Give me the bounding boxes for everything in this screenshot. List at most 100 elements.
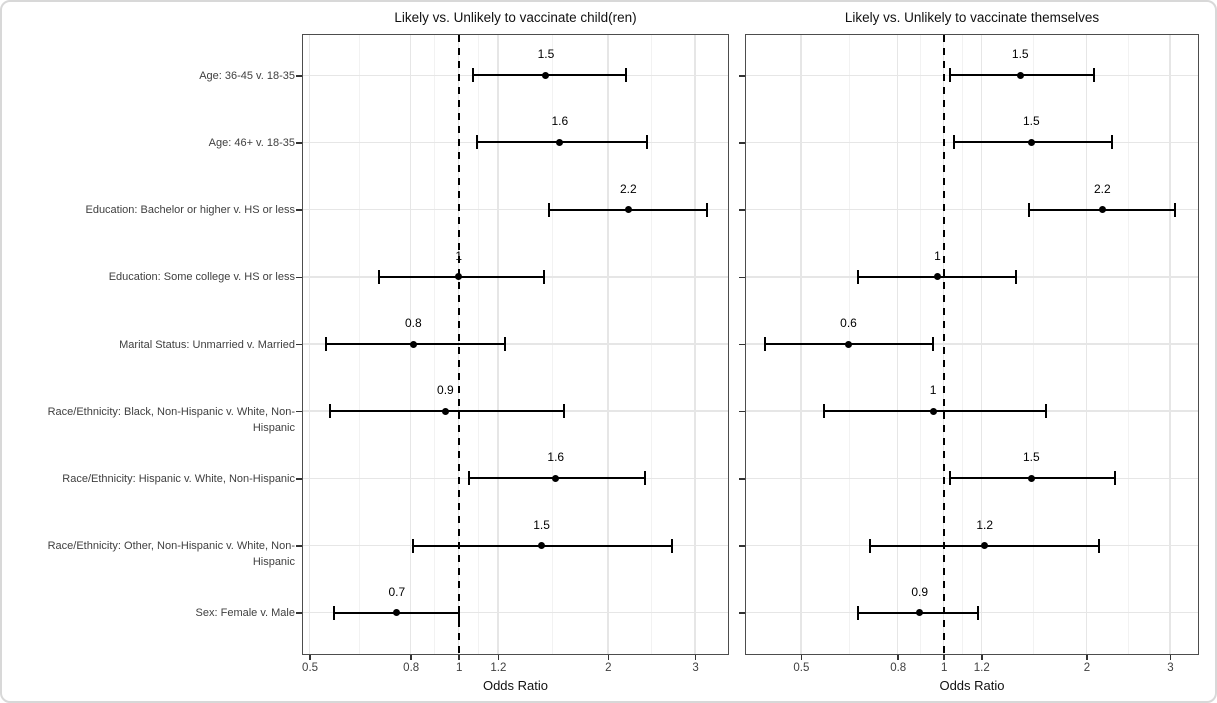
y-tick-mark xyxy=(296,142,302,144)
y-tick-mark xyxy=(296,410,302,413)
point-estimate xyxy=(393,609,401,617)
error-bar-cap-low xyxy=(823,404,826,419)
error-bar-cap-low xyxy=(952,135,955,150)
error-bar-cap-low xyxy=(869,538,872,553)
or-value-label: 1.5 xyxy=(533,517,550,532)
x-tick-mark xyxy=(1169,655,1172,660)
or-value-label: 1.5 xyxy=(1011,47,1029,62)
point-estimate xyxy=(552,474,560,482)
x-tick-mark xyxy=(1086,655,1088,660)
or-value-label: 1.5 xyxy=(1022,450,1040,465)
point-estimate xyxy=(845,340,853,348)
y-tick-mark xyxy=(739,343,745,346)
x-tick-mark xyxy=(607,655,610,660)
point-estimate xyxy=(933,273,941,281)
y-axis-label: Race/Ethnicity: Black, Non-Hispanic v. W… xyxy=(47,405,295,434)
gridline-major xyxy=(303,611,728,614)
x-tick-label: 1.2 xyxy=(490,662,507,674)
point-estimate xyxy=(455,273,463,281)
x-tick-mark xyxy=(980,655,983,660)
error-bar-cap-high xyxy=(1173,202,1176,217)
error-bar-cap-low xyxy=(1027,202,1030,217)
x-tick-label: 0.8 xyxy=(890,662,907,674)
point-estimate xyxy=(1098,206,1106,214)
y-tick-mark xyxy=(296,209,302,211)
y-axis-label: Education: Some college v. HS or less xyxy=(108,271,295,284)
or-value-label: 1 xyxy=(455,248,463,263)
error-bar-cap-high xyxy=(543,269,546,284)
error-bar-cap-low xyxy=(325,337,328,351)
y-tick-mark xyxy=(296,478,302,480)
error-bar-cap-high xyxy=(1092,68,1095,83)
error-bar-cap-high xyxy=(932,337,935,351)
y-tick-mark xyxy=(739,478,745,480)
point-estimate xyxy=(556,138,564,146)
or-value-label: 1 xyxy=(929,383,937,398)
error-bar-cap-low xyxy=(476,135,479,150)
y-tick-mark xyxy=(296,75,302,77)
or-value-label: 1.2 xyxy=(976,517,993,532)
point-estimate xyxy=(981,542,989,550)
point-estimate xyxy=(409,340,417,348)
reference-line xyxy=(942,35,945,654)
x-tick-label: 3 xyxy=(692,662,699,674)
point-estimate xyxy=(441,407,449,415)
error-bar-cap-high xyxy=(644,471,647,486)
x-tick-label: 0.5 xyxy=(793,662,810,674)
x-tick-mark xyxy=(800,655,803,660)
y-tick-mark xyxy=(296,612,302,614)
gridline-major xyxy=(303,208,728,211)
panel-children: 1.5 1.6 2.2 1 0.8 0.9 1.6 1.5 0.7 xyxy=(302,34,729,655)
or-value-label: 0.8 xyxy=(405,316,422,330)
or-value-label: 0.7 xyxy=(388,584,406,599)
x-tick-label: 2 xyxy=(1083,662,1091,674)
x-tick-label: 2 xyxy=(605,662,612,674)
error-bar-cap-high xyxy=(1014,269,1017,284)
x-tick-label: 3 xyxy=(1167,662,1174,674)
error-bar-cap-high xyxy=(976,605,979,620)
or-value-label: 0.6 xyxy=(840,316,857,330)
error-bar-cap-low xyxy=(332,605,335,620)
error-bar-cap-low xyxy=(412,538,415,553)
point-estimate xyxy=(916,609,924,617)
y-tick-mark xyxy=(739,276,745,279)
or-value-label: 2.2 xyxy=(619,181,637,196)
error-bar-cap-low xyxy=(547,202,550,217)
point-estimate xyxy=(1016,71,1024,79)
x-tick-label: 0.5 xyxy=(302,662,319,674)
gridline-major xyxy=(746,208,1198,211)
y-axis-label: Age: 36-45 v. 18-35 xyxy=(199,69,295,82)
y-tick-mark xyxy=(296,276,302,279)
error-bar-cap-low xyxy=(377,269,380,284)
point-estimate xyxy=(1027,138,1035,146)
x-tick-mark xyxy=(943,655,945,660)
point-estimate xyxy=(929,407,937,415)
error-bar-cap-low xyxy=(472,68,475,83)
error-bar-cap-low xyxy=(763,337,766,351)
or-value-label: 0.9 xyxy=(437,383,454,398)
y-tick-mark xyxy=(739,209,745,211)
error-bar-cap-low xyxy=(468,471,471,486)
error-bar-cap-low xyxy=(857,269,860,284)
error-bar-cap-high xyxy=(457,605,460,620)
y-tick-mark xyxy=(296,545,302,547)
panel-title-themselves: Likely vs. Unlikely to vaccinate themsel… xyxy=(844,10,1100,25)
error-bar-cap-low xyxy=(948,471,951,486)
panel-themselves: 1.5 1.5 2.2 1 0.6 1 1.5 1.2 0.9 xyxy=(745,34,1199,655)
error-bar-cap-high xyxy=(1114,471,1117,486)
gridline-major xyxy=(303,343,728,345)
x-tick-label: 1 xyxy=(455,662,463,674)
y-axis-label: Education: Bachelor or higher v. HS or l… xyxy=(85,204,295,217)
y-axis-label: Sex: Female v. Male xyxy=(195,607,295,620)
error-bar-cap-high xyxy=(1044,404,1047,419)
y-tick-mark xyxy=(296,343,302,346)
y-tick-mark xyxy=(739,142,745,144)
error-bar-cap-high xyxy=(670,538,673,553)
error-bar-cap-low xyxy=(857,605,860,620)
gridline-major xyxy=(746,343,1198,345)
x-tick-mark xyxy=(410,655,412,660)
error-bar-cap-high xyxy=(625,68,628,83)
error-bar-cap-high xyxy=(562,404,565,419)
point-estimate xyxy=(542,71,550,79)
x-tick-label: 1 xyxy=(940,662,948,674)
